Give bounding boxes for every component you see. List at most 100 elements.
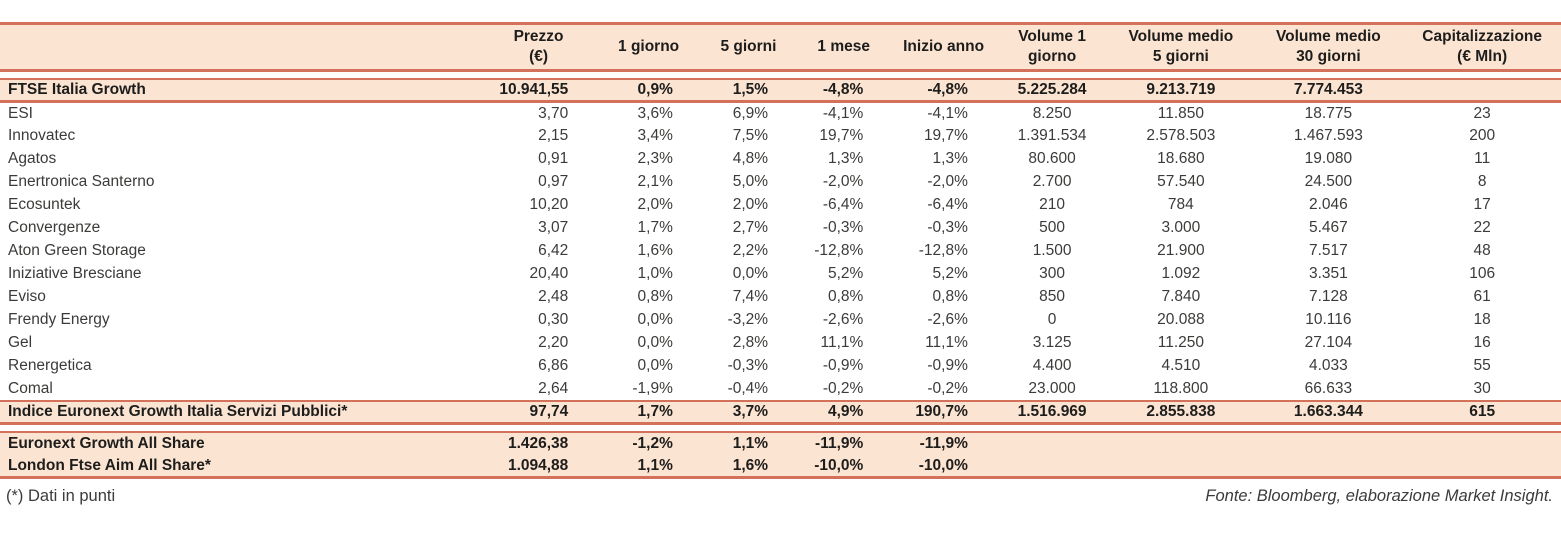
row-label: Comal [8,379,53,397]
column-header-name [0,24,481,71]
table-cell-vol30: 3.351 [1308,265,1348,283]
column-header-d1: 1 giorno [618,38,680,56]
table-cell-vol1: 500 [1039,219,1066,237]
table-row: Convergenze 3,07 1,7% 2,7% -0,3% -0,3% 500 3.00… [0,217,1561,240]
table-cell-vol30: 4.033 [1308,357,1348,375]
table-cell-ytd: -2,0% [927,173,968,191]
table-cell-cap: 18 [1473,311,1491,329]
header-row: Prezzo (€) 1 giorno 5 giorni 1 mese Inizio a… [0,23,1561,71]
table-cell-d1: 2,3% [637,150,673,168]
table-cell-ytd: -0,3% [927,219,968,237]
column-header-prezzo: Prezzo (€) [513,28,564,66]
table-cell-prezzo: 6,42 [538,242,569,260]
table-row: Iniziative Bresciane 20,40 1,0% 0,0% 5,2% 5,2… [0,263,1561,286]
table-cell-prezzo: 20,40 [529,265,569,283]
table-cell-vol5: 57.540 [1157,173,1205,191]
table-cell-ytd: 11,1% [925,334,968,352]
table-cell-vol30: 1.467.593 [1293,127,1363,145]
table-cell-d1: 1,7% [637,403,673,421]
table-cell-m1: -0,3% [822,219,864,237]
table-cell-m1: 11,1% [820,334,864,352]
column-header-m1: 1 mese [817,38,870,56]
table-cell-d5: 5,0% [732,173,769,191]
table-row: Aton Green Storage 6,42 1,6% 2,2% -12,8% -12,… [0,240,1561,263]
table-cell-vol1: 1.500 [1032,242,1072,260]
table-cell-vol5: 20.088 [1157,311,1205,329]
table-cell-vol1: 300 [1039,265,1066,283]
table-cell-m1: 4,9% [827,403,864,421]
table-cell-vol1: 80.600 [1028,150,1076,168]
table-cell-vol1: 1.516.969 [1017,403,1087,421]
table-cell-vol1: 2.700 [1032,173,1072,191]
table-cell-cap: 16 [1473,334,1491,352]
column-header-vol30: Volume medio 30 giorni [1275,28,1381,66]
table-cell-vol30: 5.467 [1308,219,1348,237]
table-cell-d5: 2,2% [732,242,769,260]
table-cell-ytd: -0,9% [927,357,968,375]
row-label: Aton Green Storage [8,242,146,260]
table-cell-ytd: -4,8% [927,81,968,99]
table-cell-vol5: 2.855.838 [1146,403,1216,421]
row-label: Euronext Growth All Share [8,434,205,452]
table-cell-d5: 2,7% [732,219,769,237]
table-cell-vol30: 7.128 [1308,288,1348,306]
column-header-ytd: Inizio anno [903,38,985,56]
section-gap-cell [0,70,1561,79]
market-table: Prezzo (€) 1 giorno 5 giorni 1 mese Inizio a… [0,22,1561,479]
section-gap-cell [0,423,1561,432]
table-row: Agatos 0,91 2,3% 4,8% 1,3% 1,3% 80.600 18.680 19… [0,148,1561,171]
table-row: Ecosuntek 10,20 2,0% 2,0% -6,4% -6,4% 210 784 2.… [0,194,1561,217]
table-cell-d5: 1,1% [732,434,769,452]
table-cell-d1: 0,0% [637,311,673,329]
table-footer: (*) Dati in punti Fonte: Bloomberg, elab… [0,479,1561,509]
table-cell-vol5: 2.578.503 [1146,127,1216,145]
table-cell-d5: 4,8% [732,150,769,168]
table-cell-prezzo: 2,20 [538,334,569,352]
table-cell-prezzo: 2,48 [538,288,569,306]
table-cell-cap: 11 [1474,150,1491,168]
table-cell-vol1: 850 [1039,288,1066,306]
row-label: Frendy Energy [8,311,110,329]
row-label: Convergenze [8,219,101,237]
table-cell-ytd: 0,8% [932,288,968,306]
table-cell-d5: 7,4% [732,288,769,306]
table-cell-ytd: 5,2% [932,265,968,283]
row-label: Eviso [8,288,46,306]
table-cell-cap: 200 [1469,127,1496,145]
table-cell-d1: -1,2% [632,434,673,452]
table-cell-d1: -1,9% [632,379,673,397]
table-cell-vol1: 23.000 [1028,379,1076,397]
table-cell-d1: 0,0% [637,334,673,352]
table-cell-d1: 3,6% [637,105,673,123]
table-cell-vol30: 66.633 [1304,379,1353,397]
table-cell-cap [1403,455,1561,478]
table-cell-vol1 [996,432,1108,455]
row-label: Iniziative Bresciane [8,265,142,283]
table-cell-m1: -12,8% [814,242,864,260]
table-cell-d5: 2,8% [732,334,769,352]
table-cell-m1: -6,4% [822,196,864,214]
table-cell-vol30: 18.775 [1304,105,1353,123]
table-cell-m1: -4,1% [822,105,864,123]
table-cell-prezzo: 10,20 [529,196,569,214]
table-cell-d1: 1,6% [637,242,673,260]
table-cell-prezzo: 2,15 [538,127,569,145]
table-cell-ytd: -2,6% [927,311,968,329]
row-label: FTSE Italia Growth [8,81,146,99]
table-cell-d5: 2,0% [732,196,769,214]
table-cell-d5: 0,0% [732,265,769,283]
section-gap [0,70,1561,79]
table-cell-vol1 [996,455,1108,478]
table-cell-cap: 8 [1477,173,1487,191]
table-cell-vol30: 1.663.344 [1293,403,1363,421]
table-cell-vol5: 1.092 [1161,265,1201,283]
table-cell-prezzo: 0,30 [538,311,569,329]
table-cell-vol30 [1253,455,1403,478]
table-cell-cap: 106 [1469,265,1496,283]
footnote: (*) Dati in punti [6,486,116,505]
table-cell-m1: -10,0% [814,456,864,474]
table-cell-d5: 3,7% [732,403,769,421]
table-cell-cap: 61 [1473,288,1491,306]
table-row: FTSE Italia Growth 10.941,55 0,9% 1,5% -4,8%… [0,78,1561,102]
